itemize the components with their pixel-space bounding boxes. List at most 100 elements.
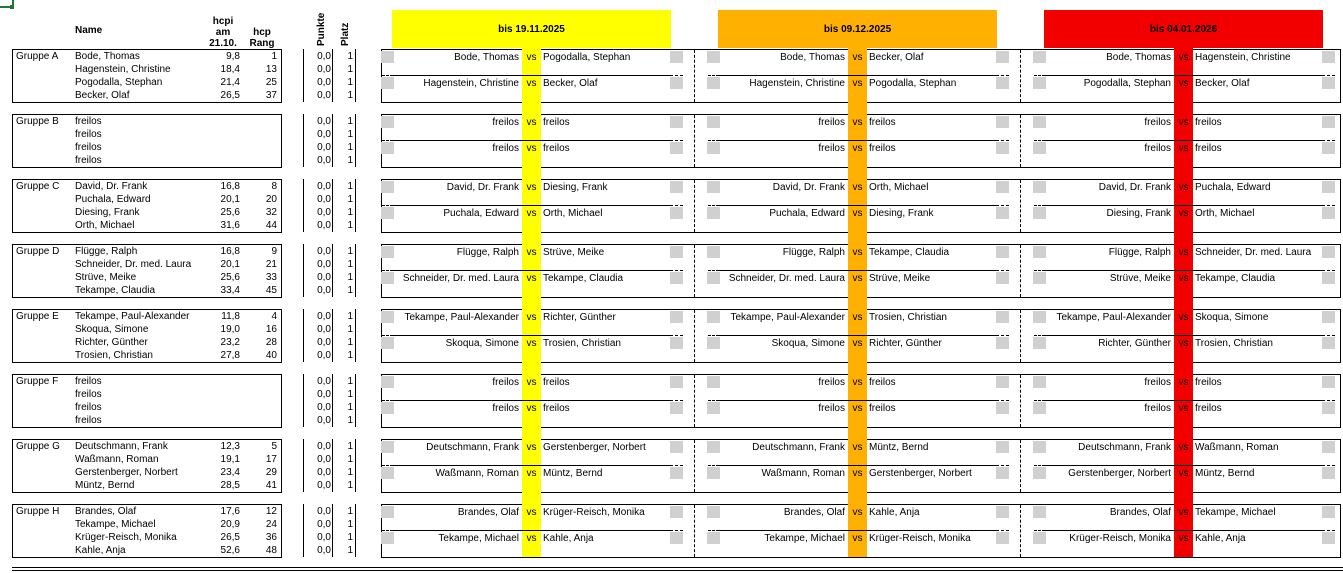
result-cell-right[interactable] [1322, 532, 1335, 544]
result-cell-left[interactable] [1033, 116, 1046, 128]
result-cell-right[interactable] [670, 311, 683, 323]
result-cell-right[interactable] [1322, 311, 1335, 323]
result-cell-left[interactable] [707, 77, 720, 89]
result-cell-right[interactable] [1322, 51, 1335, 63]
result-cell-left[interactable] [381, 376, 394, 388]
result-cell-right[interactable] [996, 441, 1009, 453]
result-cell-left[interactable] [381, 51, 394, 63]
result-cell-right[interactable] [996, 272, 1009, 284]
result-cell-left[interactable] [1033, 51, 1046, 63]
result-cell-right[interactable] [996, 246, 1009, 258]
result-cell-left[interactable] [707, 51, 720, 63]
result-cell-left[interactable] [707, 246, 720, 258]
result-cell-right[interactable] [996, 181, 1009, 193]
cell-selection-handle[interactable] [10, 5, 14, 9]
result-cell-left[interactable] [1033, 532, 1046, 544]
result-cell-left[interactable] [381, 77, 394, 89]
result-cell-right[interactable] [1322, 337, 1335, 349]
result-cell-left[interactable] [381, 402, 394, 414]
result-cell-right[interactable] [670, 207, 683, 219]
result-cell-left[interactable] [707, 467, 720, 479]
result-cell-right[interactable] [996, 402, 1009, 414]
result-cell-left[interactable] [1033, 142, 1046, 154]
result-cell-left[interactable] [1033, 311, 1046, 323]
result-cell-right[interactable] [1322, 376, 1335, 388]
result-cell-right[interactable] [996, 337, 1009, 349]
result-cell-left[interactable] [381, 181, 394, 193]
result-cell-left[interactable] [707, 532, 720, 544]
result-cell-left[interactable] [381, 272, 394, 284]
result-cell-left[interactable] [707, 207, 720, 219]
result-cell-left[interactable] [381, 506, 394, 518]
result-cell-right[interactable] [996, 506, 1009, 518]
result-cell-right[interactable] [1322, 402, 1335, 414]
result-cell-left[interactable] [707, 376, 720, 388]
result-cell-left[interactable] [1033, 181, 1046, 193]
result-cell-left[interactable] [707, 272, 720, 284]
result-cell-right[interactable] [996, 532, 1009, 544]
result-cell-right[interactable] [1322, 467, 1335, 479]
result-cell-left[interactable] [707, 337, 720, 349]
result-cell-right[interactable] [670, 441, 683, 453]
match-separator-dash [1322, 530, 1335, 531]
result-cell-right[interactable] [1322, 142, 1335, 154]
result-cell-left[interactable] [1033, 402, 1046, 414]
result-cell-right[interactable] [1322, 77, 1335, 89]
result-cell-left[interactable] [1033, 506, 1046, 518]
result-cell-right[interactable] [1322, 441, 1335, 453]
result-cell-right[interactable] [670, 51, 683, 63]
result-cell-right[interactable] [1322, 272, 1335, 284]
result-cell-right[interactable] [1322, 181, 1335, 193]
result-cell-right[interactable] [1322, 207, 1335, 219]
result-cell-right[interactable] [670, 532, 683, 544]
result-cell-left[interactable] [381, 246, 394, 258]
result-cell-right[interactable] [670, 376, 683, 388]
result-cell-left[interactable] [707, 142, 720, 154]
result-cell-right[interactable] [996, 77, 1009, 89]
result-cell-left[interactable] [1033, 207, 1046, 219]
result-cell-left[interactable] [1033, 441, 1046, 453]
result-cell-right[interactable] [670, 467, 683, 479]
result-cell-left[interactable] [707, 181, 720, 193]
result-cell-right[interactable] [670, 337, 683, 349]
result-cell-left[interactable] [1033, 376, 1046, 388]
result-cell-right[interactable] [996, 51, 1009, 63]
result-cell-right[interactable] [1322, 506, 1335, 518]
result-cell-right[interactable] [670, 246, 683, 258]
result-cell-left[interactable] [381, 116, 394, 128]
result-cell-right[interactable] [670, 402, 683, 414]
result-cell-left[interactable] [707, 116, 720, 128]
result-cell-left[interactable] [1033, 272, 1046, 284]
group-box [12, 244, 282, 298]
result-cell-right[interactable] [996, 311, 1009, 323]
result-cell-right[interactable] [996, 376, 1009, 388]
result-cell-left[interactable] [1033, 337, 1046, 349]
result-cell-right[interactable] [670, 272, 683, 284]
result-cell-left[interactable] [707, 441, 720, 453]
result-cell-right[interactable] [996, 207, 1009, 219]
result-cell-left[interactable] [381, 142, 394, 154]
result-cell-left[interactable] [381, 337, 394, 349]
result-cell-right[interactable] [670, 116, 683, 128]
result-cell-left[interactable] [707, 506, 720, 518]
result-cell-right[interactable] [996, 142, 1009, 154]
result-cell-right[interactable] [670, 77, 683, 89]
result-cell-left[interactable] [381, 207, 394, 219]
result-cell-left[interactable] [707, 311, 720, 323]
result-cell-left[interactable] [381, 441, 394, 453]
result-cell-right[interactable] [1322, 246, 1335, 258]
result-cell-right[interactable] [670, 181, 683, 193]
result-cell-left[interactable] [1033, 77, 1046, 89]
result-cell-left[interactable] [707, 402, 720, 414]
result-cell-right[interactable] [996, 467, 1009, 479]
result-cell-right[interactable] [996, 116, 1009, 128]
result-cell-left[interactable] [1033, 246, 1046, 258]
result-cell-right[interactable] [670, 142, 683, 154]
result-cell-right[interactable] [1322, 116, 1335, 128]
result-cell-left[interactable] [1033, 467, 1046, 479]
player-name: Skoqua, Simone [75, 324, 149, 335]
result-cell-left[interactable] [381, 532, 394, 544]
result-cell-left[interactable] [381, 311, 394, 323]
result-cell-left[interactable] [381, 467, 394, 479]
result-cell-right[interactable] [670, 506, 683, 518]
